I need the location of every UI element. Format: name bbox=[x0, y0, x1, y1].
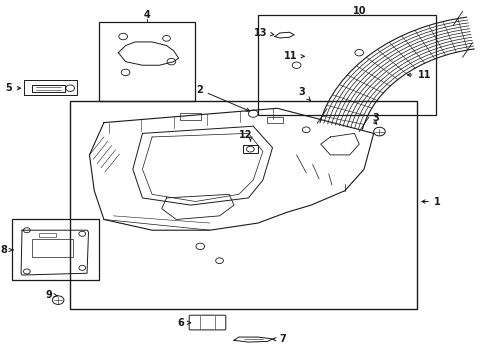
Bar bbox=[12, 220, 99, 280]
Text: 9: 9 bbox=[45, 290, 57, 300]
Text: 3: 3 bbox=[373, 113, 379, 123]
Text: 3: 3 bbox=[298, 87, 310, 100]
Bar bbox=[243, 145, 258, 153]
Text: 5: 5 bbox=[6, 83, 21, 93]
Bar bbox=[32, 239, 73, 257]
Bar bbox=[258, 15, 436, 116]
Text: 4: 4 bbox=[144, 10, 150, 20]
Text: 13: 13 bbox=[254, 28, 274, 38]
Text: 8: 8 bbox=[0, 245, 13, 255]
Text: 6: 6 bbox=[177, 318, 191, 328]
Text: 11: 11 bbox=[407, 70, 431, 80]
Text: 10: 10 bbox=[352, 6, 366, 16]
Bar bbox=[39, 233, 56, 237]
Bar bbox=[70, 101, 417, 309]
Text: 11: 11 bbox=[284, 51, 304, 61]
Text: 7: 7 bbox=[272, 334, 287, 344]
Bar bbox=[99, 22, 196, 101]
Text: 1: 1 bbox=[422, 197, 441, 207]
Text: 2: 2 bbox=[196, 85, 250, 111]
Text: 12: 12 bbox=[239, 130, 253, 140]
